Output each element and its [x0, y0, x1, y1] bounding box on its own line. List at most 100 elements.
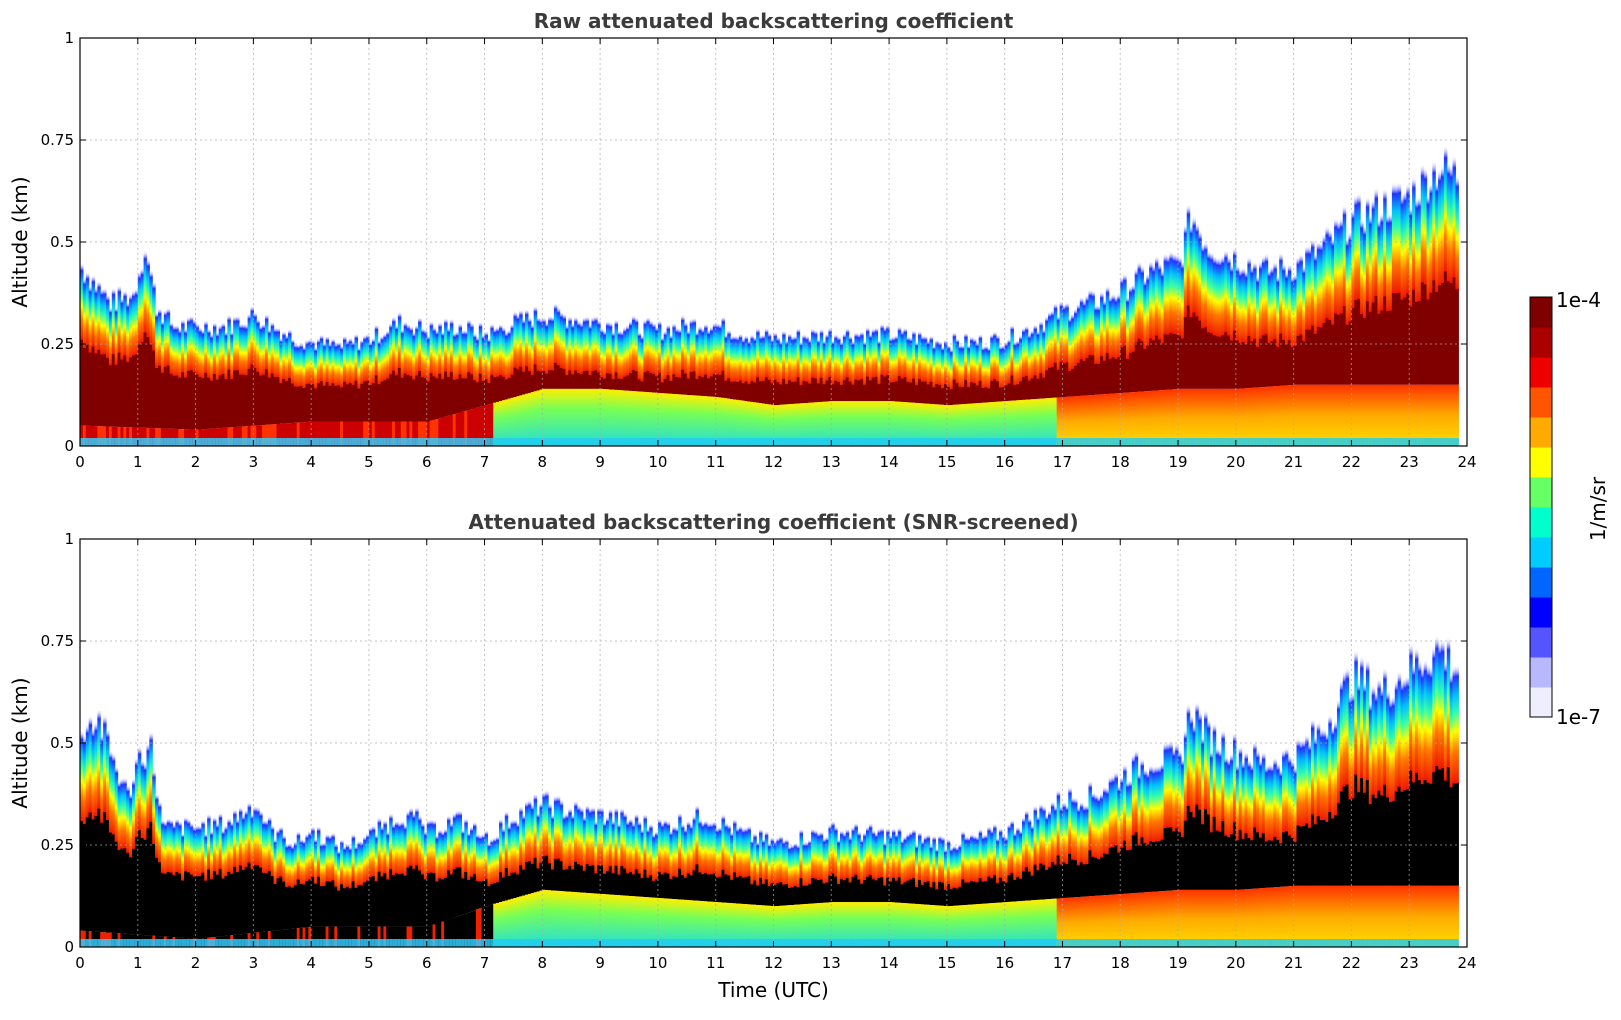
- heatmap-cell-core: [432, 873, 437, 925]
- heatmap-cell-fringe: [808, 838, 812, 887]
- heatmap-cell-core: [163, 873, 168, 937]
- heatmap-cell-fringe: [1169, 250, 1173, 335]
- heatmap-cell-ground: [212, 438, 217, 446]
- x-tick-label: 11: [706, 453, 725, 471]
- heatmap-cell-lower: [1279, 886, 1283, 947]
- heatmap-cell-lower: [377, 926, 382, 947]
- heatmap-cell-fringe: [1183, 224, 1188, 320]
- heatmap-cell-core: [1019, 878, 1023, 902]
- heatmap-cell-fringe: [169, 321, 174, 376]
- heatmap-cell-fringe: [871, 829, 876, 881]
- heatmap-cell-ground: [718, 939, 723, 947]
- heatmap-cell-ground: [984, 438, 988, 446]
- heatmap-cell-ground: [1120, 939, 1124, 947]
- heatmap-cell-ground: [681, 939, 685, 947]
- heatmap-cell-ground: [1056, 438, 1061, 446]
- heatmap-cell-core: [530, 374, 535, 393]
- heatmap-cell-core: [328, 385, 332, 422]
- heatmap-cell-lower: [1001, 401, 1006, 446]
- heatmap-cell-core: [1120, 847, 1124, 894]
- heatmap-cell-ground: [1071, 438, 1075, 446]
- heatmap-cell-lower: [1282, 886, 1286, 947]
- heatmap-cell-core: [221, 374, 226, 428]
- heatmap-cell-ground: [1290, 939, 1295, 947]
- heatmap-cell-lower: [412, 421, 416, 446]
- heatmap-cell-core: [605, 373, 610, 390]
- heatmap-cell-ground: [166, 939, 171, 947]
- heatmap-cell-ground: [481, 939, 486, 947]
- heatmap-cell-lower: [825, 902, 830, 947]
- heatmap-cell-fringe: [1007, 823, 1012, 878]
- heatmap-cell-ground: [704, 438, 708, 446]
- heatmap-cell-lower: [605, 894, 610, 947]
- heatmap-cell-lower: [1149, 891, 1153, 947]
- heatmap-cell-ground: [241, 939, 246, 947]
- heatmap-cell-lower: [935, 404, 939, 446]
- heatmap-cell-fringe: [276, 828, 280, 881]
- heatmap-cell-ground: [678, 939, 682, 947]
- x-tick-label: 5: [364, 453, 374, 471]
- heatmap-cell-ground: [1007, 438, 1012, 446]
- heatmap-cell-ground: [510, 438, 515, 446]
- heatmap-cell-fringe: [877, 339, 882, 387]
- heatmap-cell-ground: [1209, 438, 1214, 446]
- heatmap-cell-lower: [813, 402, 818, 446]
- heatmap-cell-fringe: [533, 793, 538, 860]
- heatmap-cell-lower: [1154, 390, 1159, 446]
- heatmap-cell-core: [1313, 824, 1318, 886]
- heatmap-cell-core: [969, 382, 974, 404]
- heatmap-cell-ground: [403, 939, 408, 947]
- heatmap-cell-lower: [1224, 889, 1228, 947]
- heatmap-cell-core: [371, 383, 376, 422]
- heatmap-cell-ground: [646, 438, 650, 446]
- heatmap-cell-lower: [316, 926, 321, 947]
- heatmap-cell-fringe: [314, 837, 318, 886]
- heatmap-cell-core: [776, 382, 780, 405]
- heatmap-cell-ground: [900, 939, 905, 947]
- heatmap-cell-lower: [1114, 894, 1118, 947]
- heatmap-cell-fringe: [305, 339, 309, 387]
- heatmap-cell-core: [1065, 362, 1069, 397]
- heatmap-cell-lower: [698, 900, 702, 947]
- heatmap-cell-fringe: [452, 332, 457, 382]
- heatmap-cell-lower: [1154, 891, 1159, 947]
- heatmap-cell-lower: [952, 905, 957, 947]
- heatmap-cell-core: [366, 380, 370, 422]
- heatmap-cell-core: [568, 370, 572, 389]
- heatmap-cell-lower: [727, 902, 731, 947]
- heatmap-cell-core: [1238, 343, 1243, 389]
- heatmap-cell-ground: [305, 438, 309, 446]
- heatmap-cell-ground: [761, 939, 766, 947]
- heatmap-cell-fringe: [114, 306, 119, 367]
- heatmap-cell-core: [611, 379, 616, 390]
- heatmap-cell-lower: [712, 396, 717, 446]
- heatmap-cell-lower: [1152, 390, 1156, 446]
- heatmap-cell-core: [149, 821, 153, 936]
- heatmap-cell-core: [1253, 827, 1257, 889]
- heatmap-cell-lower: [854, 401, 858, 446]
- heatmap-cell-core: [779, 384, 783, 405]
- heatmap-cell-core: [1316, 327, 1321, 385]
- heatmap-cell-lower: [894, 902, 899, 947]
- heatmap-cell-lower: [865, 902, 870, 947]
- heatmap-cell-fringe: [909, 830, 913, 882]
- heatmap-cell-ground: [735, 939, 740, 947]
- heatmap-cell-core: [1068, 370, 1072, 397]
- heatmap-cell-lower: [863, 401, 867, 446]
- heatmap-cell-core: [854, 874, 858, 903]
- heatmap-cell-ground: [1001, 939, 1006, 947]
- heatmap-cell-ground: [1105, 939, 1110, 947]
- heatmap-cell-core: [1114, 845, 1118, 895]
- heatmap-cell-lower: [767, 404, 772, 446]
- heatmap-cell-fringe: [542, 316, 546, 374]
- heatmap-cell-core: [126, 361, 130, 428]
- heatmap-cell-lower: [1102, 895, 1107, 947]
- heatmap-cell-lower: [82, 930, 87, 947]
- heatmap-cell-ground: [1339, 438, 1344, 446]
- heatmap-cell-fringe: [1030, 329, 1035, 381]
- heatmap-cell-fringe: [681, 823, 685, 878]
- heatmap-cell-fringe: [860, 330, 864, 382]
- heatmap-cell-core: [386, 378, 390, 422]
- heatmap-cell-lower: [464, 913, 468, 947]
- heatmap-cell-fringe: [756, 327, 760, 380]
